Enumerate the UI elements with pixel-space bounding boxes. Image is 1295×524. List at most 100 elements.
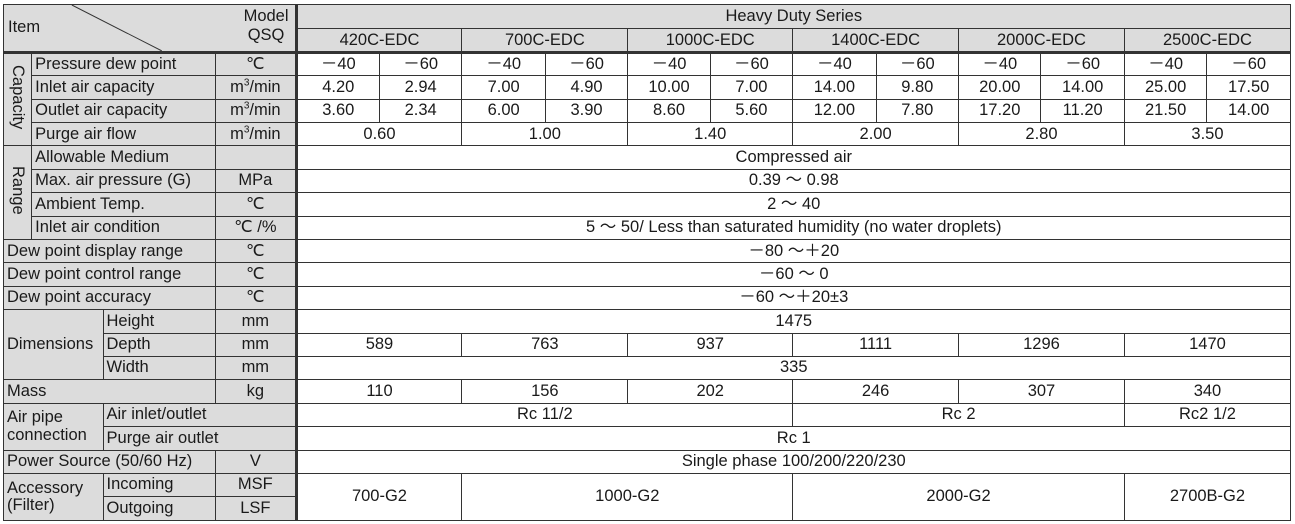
value-cell: －60 xyxy=(378,51,463,77)
value-cell: 700-G2 xyxy=(294,472,463,522)
value-cell: 7.00 xyxy=(461,75,546,100)
outgoing-unit: LSF xyxy=(215,496,297,521)
pressure-label: Max. air pressure (G) xyxy=(31,168,217,194)
value-cell: －40 xyxy=(461,51,546,77)
value-cell: 3.60 xyxy=(294,98,380,124)
inlet-cond-value: 5 ～ 50/ Less than saturated humidity (no… xyxy=(294,215,1292,240)
control-range-label: Dew point control range xyxy=(2,262,217,287)
value-cell: 25.00 xyxy=(1123,75,1208,100)
accessory-group: Accessory (Filter) xyxy=(3,472,104,522)
value-cell: 6.00 xyxy=(461,98,546,124)
pressure-value: 0.39 ～ 0.98 xyxy=(294,168,1292,194)
value-cell: 1000-G2 xyxy=(461,472,794,522)
value-cell: 14.00 xyxy=(1206,98,1291,124)
dew-point-label: Pressure dew point xyxy=(31,51,217,77)
depth-label: Depth xyxy=(102,332,217,357)
dew-point-unit: ℃ xyxy=(215,51,297,77)
value-cell: 4.20 xyxy=(294,75,380,100)
value-cell: 8.60 xyxy=(627,98,711,124)
purge-label: Purge air flow xyxy=(31,122,217,147)
value-cell: 11.20 xyxy=(1040,98,1125,124)
model-1400: 1400C-EDC xyxy=(792,28,960,54)
value-cell: 1.00 xyxy=(461,122,629,147)
height-unit: mm xyxy=(215,309,297,334)
value-cell: 589 xyxy=(294,332,463,357)
value-cell: 1.40 xyxy=(627,122,794,147)
width-unit: mm xyxy=(215,355,297,381)
value-cell: －60 xyxy=(709,51,794,77)
value-cell: 5.60 xyxy=(709,98,794,124)
pipe-purge-label: Purge air outlet xyxy=(102,426,297,451)
inlet-unit: m3/min xyxy=(215,75,297,100)
mass-unit: kg xyxy=(215,379,297,404)
value-cell: 9.80 xyxy=(875,75,960,100)
value-cell: －40 xyxy=(958,51,1042,77)
value-cell: 2.80 xyxy=(958,122,1125,147)
medium-label: Allowable Medium xyxy=(31,145,217,170)
air-pipe-group: Air pipe connection xyxy=(3,402,104,451)
value-cell: 340 xyxy=(1123,379,1292,404)
item-header: Item xyxy=(8,18,41,36)
value-cell: 763 xyxy=(461,332,629,357)
model-420: 420C-EDC xyxy=(294,28,463,54)
value-cell: －60 xyxy=(875,51,960,77)
value-cell: 3.50 xyxy=(1123,122,1292,147)
value-cell: 202 xyxy=(627,379,794,404)
value-cell: 2000-G2 xyxy=(792,472,1125,522)
value-cell: 1296 xyxy=(958,332,1125,357)
ambient-unit: ℃ xyxy=(215,192,297,217)
inlet-cond-unit: ℃ /% xyxy=(215,215,297,240)
height-value: 1475 xyxy=(294,309,1292,334)
width-label: Width xyxy=(102,355,217,381)
value-cell: 10.00 xyxy=(627,75,711,100)
depth-unit: mm xyxy=(215,332,297,357)
value-cell: 156 xyxy=(461,379,629,404)
value-cell: 14.00 xyxy=(792,75,877,100)
power-value: Single phase 100/200/220/230 xyxy=(294,449,1292,474)
value-cell: －40 xyxy=(627,51,711,77)
outlet-unit: m3/min xyxy=(215,98,297,124)
accuracy-unit: ℃ xyxy=(215,285,297,311)
model-header: Model QSQ xyxy=(243,7,289,44)
pipe-inlet-label: Air inlet/outlet xyxy=(102,402,297,428)
value-cell: 2.00 xyxy=(792,122,960,147)
model-2500: 2500C-EDC xyxy=(1123,28,1292,54)
display-range-label: Dew point display range xyxy=(2,238,217,264)
range-group: Range xyxy=(2,145,33,240)
capacity-group: Capacity xyxy=(2,51,33,147)
display-range-unit: ℃ xyxy=(215,238,297,264)
value-cell: Rc 11/2 xyxy=(294,402,794,428)
value-cell: －40 xyxy=(294,51,380,77)
model-2000: 2000C-EDC xyxy=(958,28,1125,54)
width-value: 335 xyxy=(294,355,1292,381)
value-cell: 1470 xyxy=(1123,332,1292,357)
value-cell: 937 xyxy=(627,332,794,357)
value-cell: 2.34 xyxy=(378,98,463,124)
model-1000: 1000C-EDC xyxy=(627,28,794,54)
value-cell: 21.50 xyxy=(1123,98,1208,124)
accuracy-value: －60 ～＋20±3 xyxy=(294,285,1292,311)
inlet-label: Inlet air capacity xyxy=(31,75,217,100)
medium-unit xyxy=(215,145,297,170)
value-cell: 2700B-G2 xyxy=(1123,472,1292,522)
incoming-unit: MSF xyxy=(215,472,297,498)
value-cell: 17.50 xyxy=(1206,75,1291,100)
value-cell: 20.00 xyxy=(958,75,1042,100)
power-unit: V xyxy=(215,449,297,474)
dimensions-group: Dimensions xyxy=(3,309,104,381)
value-cell: －60 xyxy=(1206,51,1291,77)
model-700: 700C-EDC xyxy=(461,28,629,54)
mass-label: Mass xyxy=(2,379,217,404)
purge-unit: m3/min xyxy=(215,122,297,147)
value-cell: 7.80 xyxy=(875,98,960,124)
ambient-label: Ambient Temp. xyxy=(31,192,217,217)
value-cell: 14.00 xyxy=(1040,75,1125,100)
accuracy-label: Dew point accuracy xyxy=(2,285,217,311)
incoming-label: Incoming xyxy=(102,472,217,498)
series-header: Heavy Duty Series xyxy=(294,3,1292,30)
value-cell: 2.94 xyxy=(378,75,463,100)
control-range-unit: ℃ xyxy=(215,262,297,287)
pressure-unit: MPa xyxy=(215,168,297,194)
outlet-label: Outlet air capacity xyxy=(31,98,217,124)
value-cell: －40 xyxy=(1123,51,1208,77)
